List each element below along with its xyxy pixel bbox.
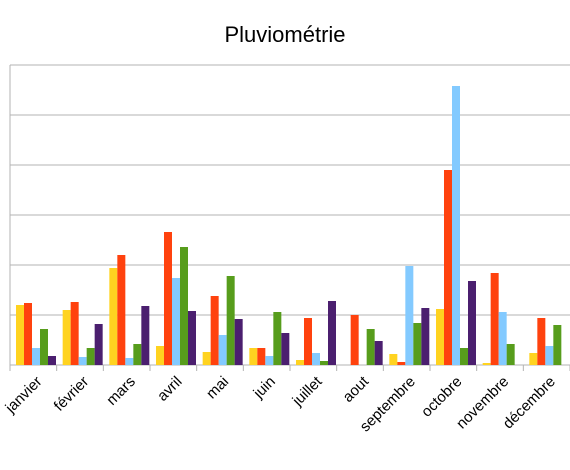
x-tick-label: aout — [340, 373, 373, 406]
bar — [328, 301, 336, 365]
bar — [366, 329, 375, 365]
bar — [421, 308, 430, 365]
bar — [172, 278, 180, 365]
bar — [62, 310, 71, 365]
bar — [234, 319, 243, 365]
bar — [553, 325, 562, 365]
bar — [444, 170, 452, 365]
bar — [48, 356, 56, 365]
x-tick-label: juin — [250, 373, 279, 402]
bar — [202, 352, 211, 365]
bar — [296, 360, 304, 365]
bar — [32, 348, 40, 365]
bar — [350, 315, 359, 365]
bar — [413, 323, 422, 365]
bar — [70, 302, 79, 365]
x-tick-label: juillet — [289, 373, 326, 410]
bar — [273, 312, 282, 365]
x-tick-label: mai — [203, 373, 232, 402]
bar — [133, 344, 142, 365]
bar — [281, 333, 290, 365]
bar — [210, 296, 219, 365]
bar — [78, 357, 87, 365]
bar — [482, 363, 491, 365]
x-tick-label: janvier — [2, 373, 46, 417]
bar — [226, 276, 235, 365]
bar — [498, 312, 507, 365]
bar — [188, 311, 196, 365]
bar — [86, 348, 95, 365]
bar — [141, 306, 150, 365]
bar — [529, 353, 538, 365]
bar — [40, 329, 48, 365]
bar — [94, 324, 103, 365]
bar — [490, 273, 499, 365]
bar — [436, 309, 444, 365]
bar — [312, 353, 320, 365]
bar — [249, 348, 258, 365]
bar — [389, 354, 398, 365]
bar — [374, 341, 383, 365]
bar — [164, 232, 172, 365]
x-tick-label: octobre — [418, 373, 465, 420]
bar — [265, 356, 274, 365]
bar — [460, 348, 468, 365]
bar — [452, 86, 460, 365]
bar — [304, 318, 312, 365]
bar — [218, 335, 227, 365]
bar — [156, 346, 164, 365]
bar — [16, 305, 24, 365]
bar — [397, 362, 406, 365]
x-tick-label: février — [51, 373, 92, 414]
bar — [545, 346, 554, 365]
bar — [257, 348, 266, 365]
bar — [117, 255, 126, 365]
bar — [506, 344, 515, 365]
chart-title: Pluviométrie — [224, 22, 346, 47]
bar — [320, 361, 328, 365]
bar — [405, 266, 414, 365]
bar — [537, 318, 546, 365]
bar — [125, 358, 134, 365]
bar — [180, 247, 188, 365]
bar — [109, 268, 118, 365]
x-tick-label: mars — [103, 373, 139, 409]
bar — [24, 303, 32, 365]
bar — [468, 281, 476, 365]
x-tick-label: avril — [154, 373, 185, 404]
